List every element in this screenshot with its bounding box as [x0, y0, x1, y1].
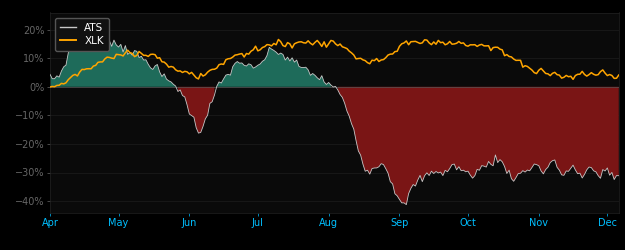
Legend: ATS, XLK: ATS, XLK	[55, 18, 109, 51]
